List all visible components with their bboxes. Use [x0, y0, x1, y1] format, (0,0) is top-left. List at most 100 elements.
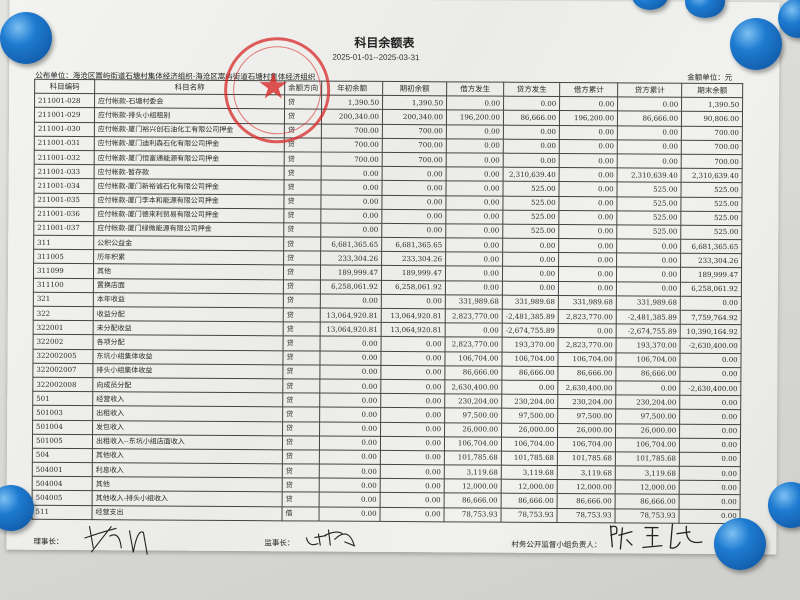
column-header-opening-year: 年初余额 [321, 81, 383, 96]
cell-opening-year: 200,340.00 [321, 109, 383, 124]
cell-opening-period: 0.00 [381, 336, 446, 352]
cell-credit-cumulative: 525.00 [617, 182, 682, 197]
cell-opening-period: 0.00 [380, 436, 445, 451]
cell-debit-cumulative: 2,823,770.00 [558, 337, 617, 353]
cell-code: 504004 [32, 476, 93, 492]
cell-credit-cumulative: 0.00 [616, 281, 681, 297]
cell-code: 211001-028 [34, 93, 95, 109]
cell-direction: 贷 [283, 194, 321, 209]
document-title: 科目余额表 [354, 35, 415, 51]
cell-debit-cumulative: 0.00 [559, 196, 618, 211]
cell-opening-period: 0.00 [380, 350, 446, 366]
cell-closing: 525.00 [681, 182, 743, 198]
cell-debit: 2,823,770.00 [445, 337, 503, 352]
cell-closing: 525.00 [680, 225, 742, 240]
cell-direction: 贷 [283, 279, 321, 294]
cell-direction: 贷 [282, 478, 320, 493]
cell-code: 211001-036 [33, 206, 94, 222]
cell-code: 504 [32, 448, 93, 463]
cell-name: 应付帐款-厦门德来利贸易有限公司押金 [93, 207, 284, 223]
cell-debit-cumulative: 0.00 [559, 153, 618, 168]
cell-closing: 0.00 [679, 367, 742, 382]
cell-code: 504005 [32, 490, 93, 506]
cell-credit: 78,753.93 [500, 507, 558, 523]
cell-debit-cumulative: 331,989.68 [558, 295, 617, 310]
cell-opening-period: 0.00 [380, 507, 445, 522]
cell-credit-cumulative: 0.00 [617, 153, 682, 169]
cell-credit: 86,666.00 [503, 110, 560, 126]
cell-debit: 331,989.68 [445, 294, 503, 310]
star-icon: ★ [257, 66, 290, 108]
push-pin-icon [685, 0, 725, 18]
cell-debit-cumulative: 0.00 [558, 224, 617, 239]
cell-credit: 331,989.68 [502, 294, 559, 310]
cell-debit-cumulative: 0.00 [559, 139, 618, 154]
cell-closing: 7,759,764.92 [680, 310, 742, 325]
cell-credit: 525.00 [502, 181, 560, 197]
cell-credit-cumulative: 101,785.68 [615, 451, 680, 467]
cell-name: 发包收入 [92, 420, 283, 436]
cell-opening-period: 0.00 [381, 194, 446, 210]
cell-credit: 0.00 [503, 153, 560, 168]
cell-opening-period: 13,064,920.81 [381, 308, 446, 324]
cell-debit: 106,704.00 [444, 436, 502, 452]
cell-closing: 700.00 [681, 154, 743, 169]
cell-debit-cumulative: 86,666.00 [557, 366, 617, 381]
cell-credit-cumulative: 230,204.00 [615, 394, 680, 410]
cell-direction: 贷 [283, 222, 321, 238]
cell-closing: 0.00 [680, 352, 742, 368]
cell-opening-year: 0.00 [319, 478, 381, 493]
cell-opening-period: 0.00 [381, 209, 446, 224]
cell-credit: 101,785.68 [501, 451, 558, 466]
cell-code: 211001-035 [33, 192, 95, 208]
cell-closing: 2,310,639.40 [681, 168, 743, 183]
cell-debit: 230,204.00 [444, 393, 502, 409]
cell-closing: 0.00 [679, 437, 741, 453]
official-seal: ★ [223, 36, 331, 144]
cell-credit-cumulative: 525.00 [617, 196, 682, 211]
cell-debit: 0.00 [446, 152, 504, 168]
cell-debit: 101,785.68 [444, 450, 502, 466]
cell-direction: 贷 [282, 463, 320, 479]
cell-opening-year: 0.00 [319, 350, 382, 366]
cell-debit: 0.00 [446, 138, 504, 154]
cell-name: 置换店面 [93, 278, 284, 294]
cell-code: 211001-031 [34, 136, 95, 151]
cell-credit-cumulative: 0.00 [616, 238, 681, 254]
cell-opening-period: 1,390.50 [382, 95, 447, 111]
cell-credit: 106,704.00 [501, 436, 558, 452]
cell-opening-year: 0.00 [320, 222, 382, 238]
cell-opening-period: 0.00 [380, 379, 445, 394]
cell-debit-cumulative: 97,500.00 [557, 408, 616, 424]
column-header-code: 科目编码 [34, 79, 95, 94]
supervisor-signature [305, 529, 356, 547]
cell-credit-cumulative: 97,500.00 [615, 409, 680, 424]
cell-debit-cumulative: 0.00 [558, 210, 618, 225]
cell-debit-cumulative: 0.00 [559, 181, 618, 197]
cell-opening-period: 0.00 [380, 407, 445, 423]
cell-opening-year: 0.00 [319, 435, 381, 451]
cell-opening-year: 6,681,365.65 [320, 237, 382, 252]
cell-credit-cumulative: 0.00 [615, 380, 680, 396]
cell-credit: 2,310,639.40 [503, 167, 560, 182]
cell-debit: 26,000.00 [444, 422, 502, 437]
cell-code: 504001 [32, 462, 93, 477]
cell-credit-cumulative: 525.00 [616, 210, 682, 226]
cell-name: 其他 [92, 476, 283, 493]
cell-credit-cumulative: 106,704.00 [615, 437, 680, 453]
cell-opening-year: 0.00 [319, 407, 381, 422]
cell-opening-year: 0.00 [319, 464, 381, 479]
cell-debit-cumulative: 106,704.00 [558, 352, 617, 367]
cell-opening-period: 700.00 [382, 138, 447, 153]
cell-code: 211001-033 [34, 164, 95, 179]
cell-debit: 78,753.93 [444, 507, 502, 522]
cell-opening-period: 0.00 [382, 166, 447, 182]
cell-debit-cumulative: 0.00 [558, 266, 617, 282]
cell-debit: 0.00 [446, 96, 504, 111]
cell-debit: 0.00 [445, 181, 504, 196]
cell-debit: 12,000.00 [444, 479, 502, 494]
cell-debit: 196,200.00 [446, 110, 504, 125]
cell-debit: 86,666.00 [444, 365, 502, 381]
cell-debit-cumulative: 2,630,400.00 [557, 380, 616, 395]
cell-opening-period: 13,064,920.81 [381, 322, 446, 338]
